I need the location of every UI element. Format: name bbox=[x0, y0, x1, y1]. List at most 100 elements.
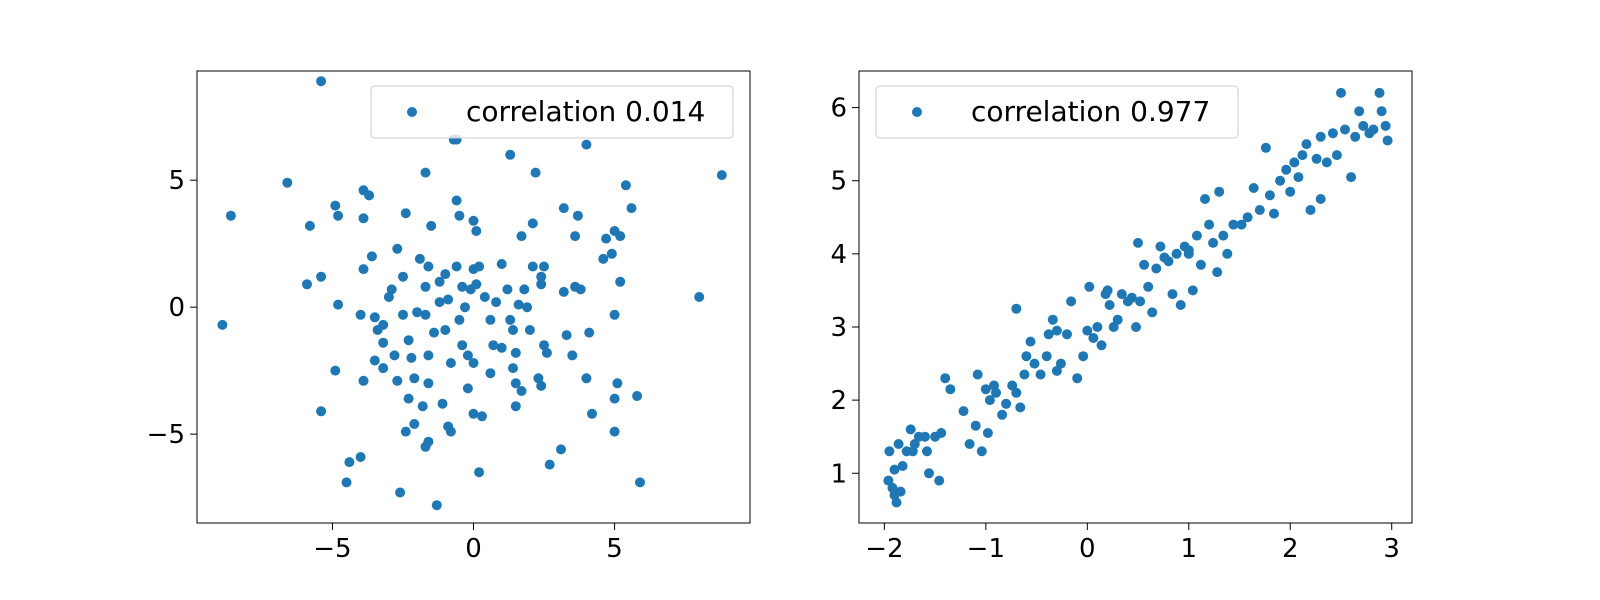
scatter-point bbox=[1055, 358, 1066, 369]
scatter-point bbox=[970, 420, 981, 431]
scatter-point bbox=[1139, 259, 1150, 270]
scatter-point bbox=[1321, 157, 1332, 168]
scatter-point bbox=[355, 309, 366, 320]
scatter-point bbox=[1133, 237, 1143, 248]
x-tick-label: 1 bbox=[1180, 534, 1197, 564]
scatter-point bbox=[462, 383, 473, 394]
scatter-point bbox=[217, 319, 228, 330]
scatter-point bbox=[1218, 230, 1229, 241]
scatter-point bbox=[1191, 230, 1202, 241]
scatter-point bbox=[536, 271, 547, 282]
scatter-point bbox=[409, 419, 420, 429]
scatter-point bbox=[541, 347, 552, 358]
scatter-point bbox=[1222, 248, 1233, 259]
scatter-point bbox=[536, 279, 547, 290]
scatter-point bbox=[398, 271, 408, 282]
scatter-point bbox=[1187, 285, 1198, 296]
scatter-point bbox=[364, 190, 375, 201]
scatter-point bbox=[330, 365, 341, 376]
scatter-point bbox=[924, 468, 934, 479]
scatter-point bbox=[403, 393, 414, 404]
scatter-point bbox=[1208, 237, 1219, 248]
scatter-point bbox=[1041, 351, 1052, 362]
y-tick-label: 5 bbox=[168, 166, 185, 196]
scatter-point bbox=[1078, 351, 1089, 362]
scatter-point bbox=[1088, 333, 1099, 343]
scatter-point bbox=[508, 363, 518, 374]
scatter-point bbox=[1025, 336, 1036, 347]
scatter-point bbox=[1260, 142, 1271, 153]
scatter-point bbox=[1376, 106, 1387, 117]
scatter-point bbox=[409, 373, 420, 384]
scatter-point bbox=[598, 253, 609, 264]
scatter-point bbox=[457, 281, 468, 292]
scatter-point bbox=[282, 177, 293, 188]
scatter-point bbox=[1131, 322, 1141, 332]
scatter-point bbox=[1289, 157, 1300, 168]
legend-label: correlation 0.977 bbox=[971, 95, 1210, 128]
scatter-point bbox=[1305, 205, 1316, 215]
scatter-point bbox=[1011, 303, 1022, 314]
scatter-point bbox=[936, 428, 947, 438]
scatter-point bbox=[316, 76, 327, 87]
scatter-point bbox=[920, 431, 930, 442]
scatter-point bbox=[429, 327, 439, 338]
y-tick-label: 2 bbox=[830, 386, 847, 416]
scatter-point bbox=[1248, 183, 1259, 193]
scatter-point bbox=[1051, 365, 1062, 376]
scatter-point bbox=[524, 325, 535, 335]
scatter-point bbox=[572, 210, 583, 221]
scatter-point bbox=[302, 279, 312, 290]
scatter-point bbox=[716, 170, 727, 181]
scatter-point bbox=[392, 375, 403, 386]
x-tick-label: 5 bbox=[606, 534, 623, 564]
scatter-point bbox=[431, 500, 442, 511]
scatter-point bbox=[1047, 314, 1058, 325]
scatter-point bbox=[527, 218, 538, 229]
scatter-point bbox=[1354, 106, 1365, 117]
scatter-point bbox=[1204, 219, 1215, 230]
legend-marker bbox=[407, 107, 417, 117]
scatter-point bbox=[502, 284, 513, 295]
legend-box bbox=[370, 85, 734, 139]
scatter-point bbox=[889, 464, 900, 475]
scatter-point bbox=[369, 312, 380, 323]
scatter-point bbox=[609, 309, 620, 320]
scatter-point bbox=[358, 213, 369, 224]
y-tick-label: 3 bbox=[830, 313, 847, 343]
scatter-point bbox=[1275, 175, 1286, 186]
scatter-point bbox=[694, 292, 705, 302]
scatter-point bbox=[1380, 120, 1391, 131]
scatter-point bbox=[527, 261, 538, 272]
scatter-point bbox=[414, 253, 425, 264]
scatter-point bbox=[609, 426, 620, 437]
scatter-point bbox=[508, 325, 518, 335]
scatter-point bbox=[386, 284, 397, 295]
scatter-point bbox=[423, 378, 434, 389]
scatter-point bbox=[400, 208, 411, 219]
scatter-point bbox=[1285, 186, 1296, 197]
scatter-point bbox=[412, 307, 423, 318]
scatter-point bbox=[1269, 208, 1279, 219]
scatter-point bbox=[544, 459, 555, 470]
scatter-point bbox=[539, 340, 549, 351]
scatter-point bbox=[468, 408, 479, 419]
y-tick-label: 0 bbox=[168, 293, 185, 323]
scatter-point bbox=[454, 210, 465, 221]
scatter-point bbox=[982, 428, 993, 438]
scatter-point bbox=[883, 475, 894, 486]
x-tick-label: −5 bbox=[313, 534, 351, 564]
legend-2: correlation 0.977 bbox=[875, 85, 1239, 139]
scatter-point bbox=[1084, 281, 1095, 292]
scatter-point bbox=[1066, 296, 1077, 307]
scatter-point bbox=[635, 477, 645, 488]
scatter-point bbox=[1104, 300, 1115, 310]
scatter-point bbox=[465, 284, 476, 295]
scatter-point bbox=[1297, 150, 1308, 161]
scatter-point bbox=[612, 378, 623, 389]
scatter-point bbox=[1336, 87, 1346, 98]
scatter-point bbox=[1029, 358, 1040, 369]
scatter-point bbox=[406, 352, 417, 363]
